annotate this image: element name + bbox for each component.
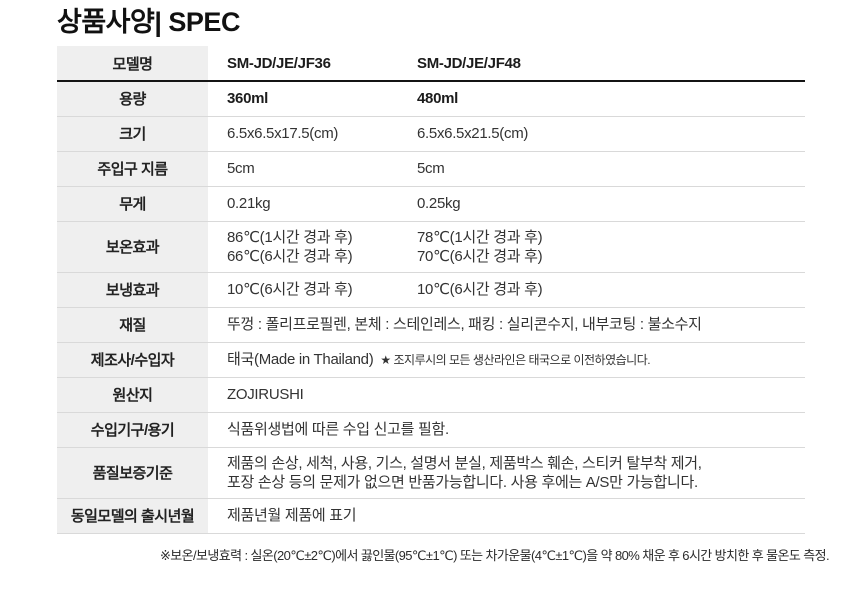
- table-row: 크기 6.5x6.5x17.5(cm) 6.5x6.5x21.5(cm): [57, 116, 805, 152]
- row-label: 보냉효과: [57, 272, 208, 308]
- row-value-span: 제품의 손상, 세척, 사용, 기스, 설명서 분실, 제품박스 훼손, 스티커…: [208, 447, 805, 499]
- row-value-note: ★ 조지루시의 모든 생산라인은 태국으로 이전하였습니다.: [380, 352, 651, 367]
- spec-table-body: 모델명 SM-JD/JE/JF36 SM-JD/JE/JF48 용량 360ml 480m…: [57, 46, 805, 534]
- value-line: 78℃(1시간 경과 후): [417, 228, 543, 246]
- row-label: 용량: [57, 81, 208, 117]
- value-line: 제품의 손상, 세척, 사용, 기스, 설명서 분실, 제품박스 훼손, 스티커…: [227, 454, 702, 472]
- value-line: 5cm: [417, 160, 445, 177]
- row-value-span: 제품년월 제품에 표기: [208, 498, 805, 534]
- row-value: SM-JD/JE/JF48: [398, 46, 805, 82]
- table-row: 보냉효과 10℃(6시간 경과 후) 10℃(6시간 경과 후): [57, 272, 805, 308]
- value-line: 0.25kg: [417, 195, 461, 212]
- value-line: 86℃(1시간 경과 후): [227, 228, 353, 246]
- value-line: 포장 손상 등의 문제가 없으면 반품가능합니다. 사용 후에는 A/S만 가능…: [227, 473, 698, 491]
- value-line: 뚜껑 : 폴리프로필렌, 본체 : 스테인레스, 패킹 : 실리콘수지, 내부코…: [227, 316, 702, 333]
- row-label: 동일모델의 출시년월: [57, 498, 208, 534]
- row-label: 품질보증기준: [57, 447, 208, 499]
- value-line: 제품년월 제품에 표기: [227, 507, 357, 524]
- value-line: SM-JD/JE/JF48: [417, 54, 521, 72]
- footnote: ※보온/보냉효력 : 실온(20℃±2℃)에서 끓인물(95℃±1℃) 또는 차…: [160, 547, 830, 563]
- table-row: 원산지 ZOJIRUSHI: [57, 377, 805, 413]
- row-value: 10℃(6시간 경과 후): [208, 272, 398, 308]
- value-line: SM-JD/JE/JF36: [227, 54, 331, 72]
- row-label: 무게: [57, 186, 208, 222]
- value-line: 5cm: [227, 160, 255, 177]
- table-row: 재질 뚜껑 : 폴리프로필렌, 본체 : 스테인레스, 패킹 : 실리콘수지, 내…: [57, 307, 805, 343]
- row-value: 10℃(6시간 경과 후): [398, 272, 805, 308]
- page-title: 상품사양| SPEC: [57, 7, 240, 37]
- row-label: 재질: [57, 307, 208, 343]
- row-label: 보온효과: [57, 221, 208, 273]
- value-line: 70℃(6시간 경과 후): [417, 247, 543, 265]
- row-value: 480ml: [398, 81, 805, 117]
- row-value: 5cm: [398, 151, 805, 187]
- row-label: 원산지: [57, 377, 208, 413]
- row-value: 78℃(1시간 경과 후) 70℃(6시간 경과 후): [398, 221, 805, 273]
- table-row: 주입구 지름 5cm 5cm: [57, 151, 805, 187]
- value-line: 6.5x6.5x21.5(cm): [417, 125, 529, 142]
- row-value-span: 태국(Made in Thailand) ★ 조지루시의 모든 생산라인은 태국으…: [208, 342, 805, 378]
- row-value: 0.21kg: [208, 186, 398, 222]
- table-row: 수입기구/용기 식품위생법에 따른 수입 신고를 필함.: [57, 412, 805, 448]
- value-line: ZOJIRUSHI: [227, 386, 304, 403]
- value-line: 태국(Made in Thailand) ★ 조지루시의 모든 생산라인은 태국으…: [227, 350, 651, 368]
- row-label: 크기: [57, 116, 208, 152]
- value-line: 66℃(6시간 경과 후): [227, 247, 353, 265]
- value-line: 식품위생법에 따른 수입 신고를 필함.: [227, 421, 449, 438]
- row-value-span: ZOJIRUSHI: [208, 377, 805, 413]
- table-row: 제조사/수입자 태국(Made in Thailand) ★ 조지루시의 모든 생산…: [57, 342, 805, 378]
- spec-table: 모델명 SM-JD/JE/JF36 SM-JD/JE/JF48 용량 360ml 480m…: [57, 46, 805, 534]
- value-line: 10℃(6시간 경과 후): [227, 281, 353, 298]
- row-value: 5cm: [208, 151, 398, 187]
- value-line: 480ml: [417, 90, 459, 108]
- value-line: 6.5x6.5x17.5(cm): [227, 125, 339, 142]
- row-value: 6.5x6.5x17.5(cm): [208, 116, 398, 152]
- row-value: 360ml: [208, 81, 398, 117]
- row-value: 0.25kg: [398, 186, 805, 222]
- row-value: SM-JD/JE/JF36: [208, 46, 398, 82]
- value-line: 10℃(6시간 경과 후): [417, 281, 543, 298]
- row-label: 제조사/수입자: [57, 342, 208, 378]
- table-row: 동일모델의 출시년월 제품년월 제품에 표기: [57, 498, 805, 534]
- table-row: 무게 0.21kg 0.25kg: [57, 186, 805, 222]
- table-row: 용량 360ml 480ml: [57, 81, 805, 117]
- table-row: 품질보증기준 제품의 손상, 세척, 사용, 기스, 설명서 분실, 제품박스 훼…: [57, 447, 805, 499]
- value-line: 360ml: [227, 90, 269, 108]
- table-row: 모델명 SM-JD/JE/JF36 SM-JD/JE/JF48: [57, 46, 805, 82]
- row-value-span: 식품위생법에 따른 수입 신고를 필함.: [208, 412, 805, 448]
- value-line: 0.21kg: [227, 195, 271, 212]
- row-value-span: 뚜껑 : 폴리프로필렌, 본체 : 스테인레스, 패킹 : 실리콘수지, 내부코…: [208, 307, 805, 343]
- row-label: 주입구 지름: [57, 151, 208, 187]
- table-row: 보온효과 86℃(1시간 경과 후) 66℃(6시간 경과 후) 78℃(1시간 경과…: [57, 221, 805, 273]
- row-value: 6.5x6.5x21.5(cm): [398, 116, 805, 152]
- row-label: 수입기구/용기: [57, 412, 208, 448]
- row-value: 86℃(1시간 경과 후) 66℃(6시간 경과 후): [208, 221, 398, 273]
- row-label: 모델명: [57, 46, 208, 82]
